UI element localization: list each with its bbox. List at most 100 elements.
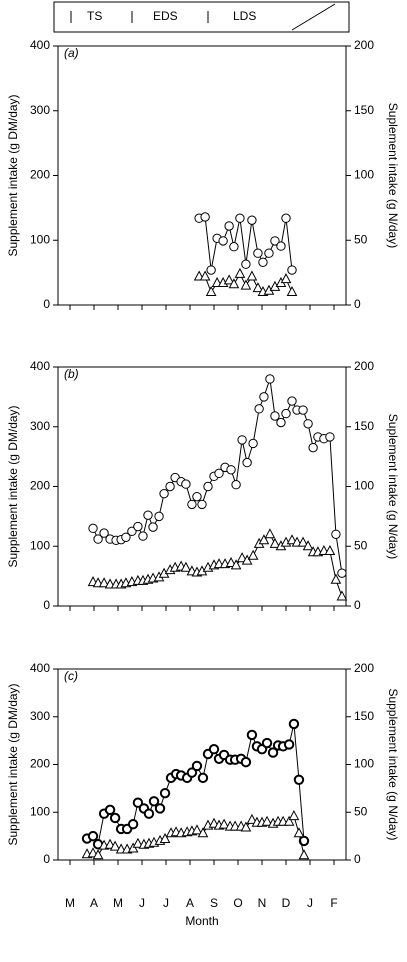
circle-marker xyxy=(231,480,241,490)
triangle-marker xyxy=(234,267,246,278)
y2-tick-label: 0 xyxy=(354,852,361,866)
circle-marker xyxy=(241,259,251,269)
y-tick-label: 400 xyxy=(30,359,50,373)
x-tick-label: O xyxy=(233,896,242,910)
triangle-marker xyxy=(199,270,211,281)
triangle-marker xyxy=(286,285,298,297)
x-axis-label: Month xyxy=(185,914,218,928)
circle-marker xyxy=(109,812,121,824)
period-label: EDS xyxy=(153,9,178,23)
circle-marker xyxy=(214,468,224,479)
circle-marker xyxy=(88,523,98,534)
triangle-marker xyxy=(252,282,264,293)
circle-marker xyxy=(138,531,148,541)
y2-tick-label: 200 xyxy=(354,661,374,675)
circle-marker xyxy=(181,479,191,489)
y2-axis-label: Suplement intake (g N/day) xyxy=(386,414,400,559)
triangle-marker xyxy=(258,534,270,545)
x-tick-label: M xyxy=(113,896,123,910)
x-tick-label: F xyxy=(330,896,337,910)
y-tick-label: 100 xyxy=(30,538,50,552)
period-label: LDS xyxy=(233,9,256,23)
y2-tick-label: 200 xyxy=(354,38,374,52)
circle-marker xyxy=(331,529,341,539)
circle-marker xyxy=(224,221,234,231)
y2-tick-label: 0 xyxy=(354,598,361,612)
circle-marker xyxy=(154,511,164,522)
circle-marker xyxy=(298,405,308,415)
x-tick-label: J xyxy=(163,896,169,910)
period-legend-box xyxy=(53,1,350,33)
circle-marker xyxy=(104,804,116,816)
circle-marker xyxy=(159,488,169,499)
triangle-marker xyxy=(205,285,217,297)
circle-marker xyxy=(276,241,286,251)
triangle-marker xyxy=(280,273,292,284)
circle-marker xyxy=(303,419,313,429)
triangle-marker xyxy=(240,821,252,832)
triangle-marker xyxy=(283,815,295,826)
triangle-marker xyxy=(293,827,305,838)
triangle-marker xyxy=(269,537,281,548)
triangle-marker xyxy=(98,577,110,588)
triangle-marker xyxy=(191,824,203,835)
circle-marker xyxy=(270,236,280,246)
circle-marker xyxy=(247,215,257,225)
x-tick-label: S xyxy=(210,896,218,910)
circle-marker xyxy=(287,396,297,406)
x-tick-label: J xyxy=(139,896,145,910)
triangle-marker xyxy=(330,573,342,584)
circle-marker xyxy=(281,213,291,223)
circle-marker xyxy=(276,417,286,428)
triangle-marker xyxy=(225,556,237,567)
circle-marker xyxy=(264,248,274,258)
y2-axis-label: Supplement intake (g N/day) xyxy=(386,688,400,840)
triangle-marker xyxy=(236,552,248,563)
circle-marker xyxy=(226,465,236,475)
triangle-marker xyxy=(92,849,104,860)
triangle-marker xyxy=(264,528,276,539)
triangle-marker xyxy=(127,842,139,853)
triangle-marker xyxy=(297,536,309,547)
y-axis-label: Supplement intake (g DM/day) xyxy=(6,94,20,256)
y-axis-label: Supplement intake (g DM/day) xyxy=(6,683,20,845)
triangle-marker xyxy=(336,590,348,601)
triangle-marker xyxy=(223,274,235,285)
circle-marker xyxy=(261,737,273,749)
triangle-marker xyxy=(241,554,253,565)
y2-tick-label: 50 xyxy=(354,232,368,246)
circle-marker xyxy=(99,528,109,538)
triangle-marker xyxy=(159,832,171,843)
circle-marker xyxy=(308,442,318,453)
triangle-marker xyxy=(197,827,209,838)
circle-marker xyxy=(288,718,300,730)
circle-marker xyxy=(186,767,198,778)
y-tick-label: 400 xyxy=(30,38,50,52)
circle-marker xyxy=(258,257,268,267)
y-tick-label: 300 xyxy=(30,709,50,723)
triangle-marker xyxy=(247,549,259,560)
y-tick-label: 300 xyxy=(30,103,50,117)
circle-marker xyxy=(242,457,252,468)
triangle-marker xyxy=(246,270,258,281)
circle-marker xyxy=(127,818,139,830)
circle-marker xyxy=(159,787,171,799)
triangle-marker xyxy=(218,818,230,829)
triangle-marker xyxy=(288,810,300,821)
y2-tick-label: 100 xyxy=(354,479,374,493)
plot-frame xyxy=(57,45,347,306)
triangle-marker xyxy=(240,279,252,290)
circle-marker xyxy=(283,739,295,750)
circle-marker xyxy=(293,774,305,785)
circle-marker xyxy=(267,747,279,758)
circle-marker xyxy=(253,248,263,258)
circle-marker xyxy=(148,796,160,807)
period-diagonal xyxy=(291,3,336,31)
triangle-marker xyxy=(324,544,336,556)
y2-tick-label: 150 xyxy=(354,709,374,723)
circle-marker xyxy=(281,408,291,419)
y2-tick-label: 100 xyxy=(354,757,374,771)
y2-tick-label: 150 xyxy=(354,419,374,433)
circle-marker xyxy=(265,374,275,384)
